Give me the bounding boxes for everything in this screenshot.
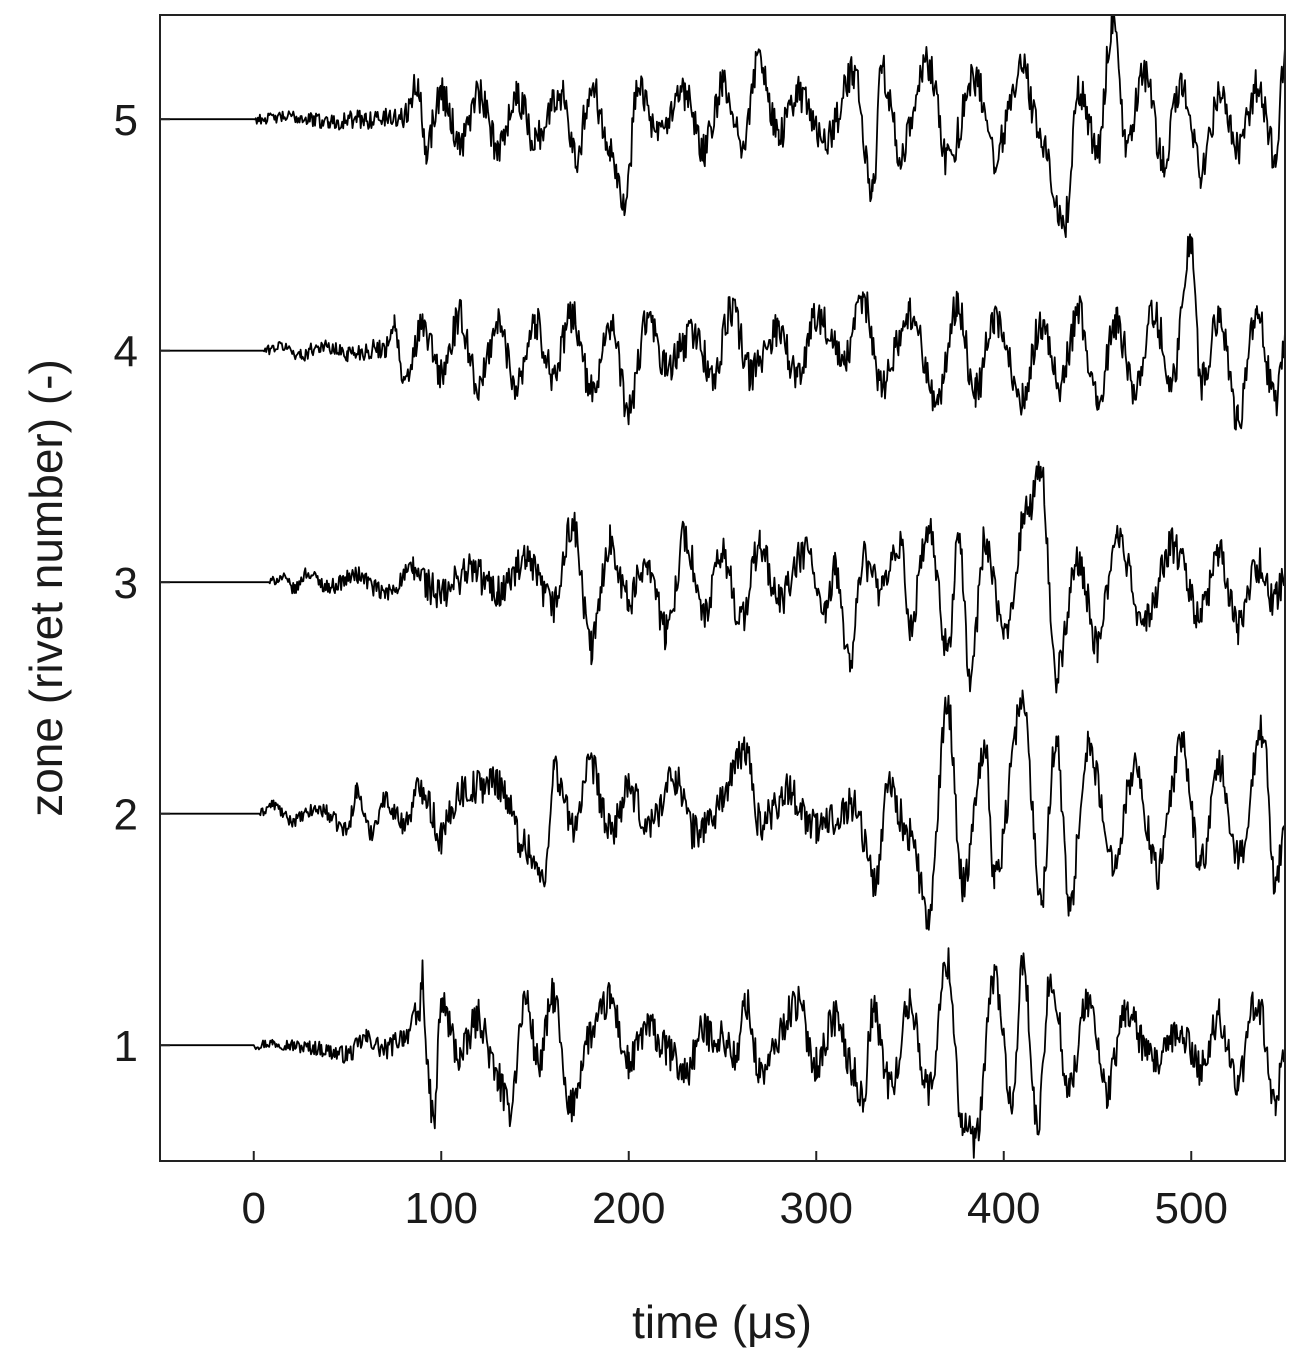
y-tick-label: 1	[114, 1022, 138, 1071]
plot-frame	[159, 14, 1286, 1162]
x-tick-label: 400	[967, 1184, 1040, 1233]
y-tick-label: 5	[114, 96, 138, 145]
series-line-zone-3	[160, 460, 1285, 694]
x-tick-label: 200	[592, 1184, 665, 1233]
x-tick-label: 500	[1155, 1184, 1228, 1233]
y-axis-ticks: 1 2 3 4 5	[114, 96, 170, 1071]
x-tick-label: 100	[405, 1184, 478, 1233]
x-axis-ticks: 0 100 200 300 400 500	[242, 1151, 1228, 1233]
series-line-zone-4	[160, 233, 1285, 431]
y-axis-title: zone (rivet number) (-)	[20, 359, 72, 817]
series-line-zone-1	[160, 947, 1285, 1159]
series-line-zone-2	[160, 689, 1285, 931]
y-tick-label: 3	[114, 559, 138, 608]
series-line-zone-5	[160, 15, 1285, 238]
y-tick-label: 4	[114, 328, 138, 377]
y-tick-label: 2	[114, 791, 138, 840]
series-layer	[160, 15, 1285, 1159]
x-axis-title: time (μs)	[632, 1296, 812, 1348]
x-tick-label: 0	[242, 1184, 266, 1233]
x-tick-label: 300	[780, 1184, 853, 1233]
